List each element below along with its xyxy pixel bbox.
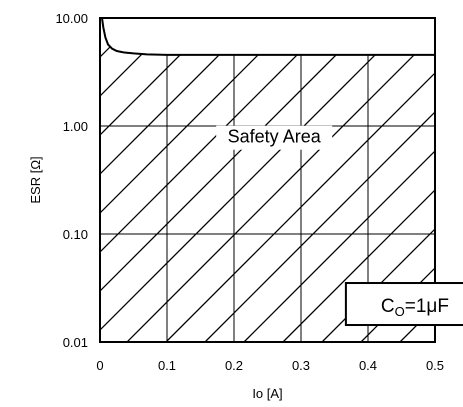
hatch-line	[100, 18, 218, 136]
unsafe-region	[100, 18, 435, 55]
y-tick-label: 0.10	[63, 227, 88, 242]
y-axis-label: ESR [Ω]	[28, 156, 43, 203]
hatch-line	[100, 18, 179, 97]
hatch-line	[165, 72, 435, 342]
hatch-line	[100, 18, 140, 58]
y-tick-label: 0.01	[63, 335, 88, 350]
x-tick-label: 0	[96, 358, 103, 373]
hatch-line	[100, 18, 296, 214]
y-tick-label: 10.00	[55, 11, 88, 26]
safety-area-label-background	[216, 125, 333, 150]
y-tick-labels: 10.00 1.00 0.10 0.01	[55, 11, 88, 350]
hatch-line	[282, 189, 435, 342]
hatch-line	[100, 18, 257, 175]
x-tick-label: 0.5	[426, 358, 444, 373]
hatch-line	[100, 18, 374, 292]
x-tick-label: 0.4	[359, 358, 377, 373]
hatch-line	[126, 33, 435, 342]
x-tick-label: 0.3	[292, 358, 310, 373]
capacitance-condition-box	[344, 282, 463, 327]
y-tick-label: 1.00	[63, 119, 88, 134]
x-tick-label: 0.1	[158, 358, 176, 373]
hatch-line	[204, 111, 435, 342]
x-tick-labels: 0 0.1 0.2 0.3 0.4 0.5	[96, 358, 444, 373]
hatch-line	[100, 18, 101, 19]
hatch-line	[100, 18, 335, 253]
x-tick-label: 0.2	[225, 358, 243, 373]
x-axis-label: Io [A]	[252, 386, 282, 401]
esr-limit-curve	[101, 17, 435, 56]
safety-area-label: Safety Area	[228, 127, 322, 147]
plot-frame	[99, 17, 436, 343]
hatch-line	[100, 18, 413, 331]
hatch-line	[243, 150, 435, 342]
capacitance-condition-label: CO=1μF	[381, 296, 449, 319]
